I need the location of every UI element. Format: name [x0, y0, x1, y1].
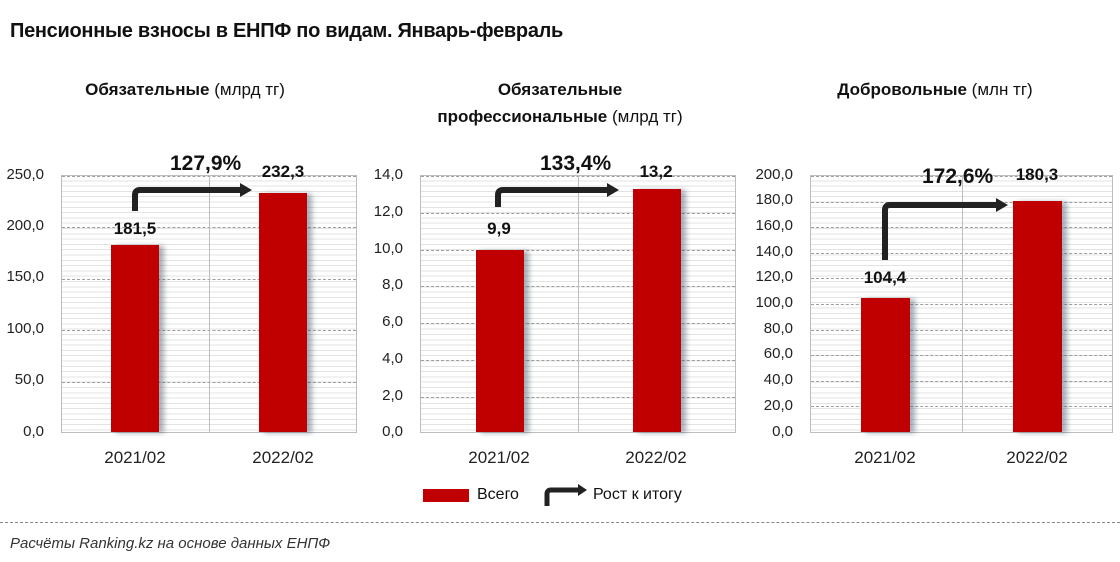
y-tick: 2,0	[382, 387, 403, 404]
y-tick: 20,0	[763, 397, 793, 414]
chart-title: Обязательные (млрд тг)	[40, 76, 330, 103]
chart-title-bold: Обязательные	[85, 80, 210, 99]
y-tick: 0,0	[772, 423, 793, 440]
chart-title-unit: (млрд тг)	[612, 107, 683, 126]
legend: Всего Рост к итогу	[423, 484, 682, 506]
legend-bar-label: Всего	[477, 486, 519, 503]
y-tick: 250,0	[6, 166, 44, 183]
chart-title-unit: (млрд тг)	[214, 80, 285, 99]
y-tick: 0,0	[23, 423, 44, 440]
chart-title-bold: профессиональные	[437, 107, 608, 126]
x-label: 2022/02	[252, 448, 314, 467]
y-tick: 50,0	[14, 371, 44, 388]
y-tick: 100,0	[6, 320, 44, 337]
x-label: 2022/02	[625, 448, 687, 467]
y-tick: 160,0	[755, 217, 793, 234]
growth-arrow-icon	[132, 183, 252, 211]
legend-arrow-icon	[544, 484, 587, 506]
source-note: Расчёты Ranking.kz на основе данных ЕНПФ	[10, 535, 331, 552]
bar-2022	[259, 193, 307, 432]
value-label: 13,2	[639, 162, 673, 181]
value-label: 104,4	[863, 268, 907, 287]
y-tick: 140,0	[755, 243, 793, 260]
y-tick: 60,0	[763, 345, 793, 362]
y-tick: 14,0	[373, 166, 403, 183]
bar-2021	[111, 245, 159, 432]
bar-2021	[861, 298, 910, 432]
y-tick: 0,0	[382, 423, 403, 440]
value-label: 9,9	[487, 219, 511, 238]
x-label: 2022/02	[1006, 448, 1068, 467]
y-tick: 200,0	[6, 217, 44, 234]
growth-label: 133,4%	[540, 152, 612, 175]
x-label: 2021/02	[854, 448, 916, 467]
legend-bar-swatch	[423, 488, 469, 502]
chart-title-unit: (млн тг)	[971, 80, 1033, 99]
y-tick: 8,0	[382, 276, 403, 293]
bar-2022	[1013, 201, 1062, 432]
growth-arrow-icon	[882, 198, 1008, 260]
chart-title-bold: Добровольные	[837, 80, 967, 99]
y-tick: 12,0	[373, 203, 403, 220]
x-label: 2021/02	[468, 448, 530, 467]
y-tick: 100,0	[755, 294, 793, 311]
x-label: 2021/02	[104, 448, 166, 467]
chart-title: Добровольные (млн тг)	[785, 76, 1085, 103]
y-tick: 80,0	[763, 320, 793, 337]
plot-area	[61, 175, 357, 433]
bar-2021	[476, 250, 524, 432]
y-tick: 10,0	[373, 240, 403, 257]
growth-arrow-icon	[495, 183, 619, 207]
growth-label: 127,9%	[170, 152, 242, 175]
value-label: 181,5	[113, 219, 157, 238]
y-tick: 6,0	[382, 313, 403, 330]
bar-2022	[633, 189, 681, 432]
plot-area	[420, 175, 736, 433]
legend-arrow-label: Рост к итогу	[592, 486, 682, 503]
chart-title: Обязательные профессиональные (млрд тг)	[400, 76, 720, 130]
value-label: 180,3	[1015, 165, 1059, 184]
growth-label: 172,6%	[922, 165, 994, 188]
y-tick: 120,0	[755, 268, 793, 285]
plot-area	[810, 175, 1113, 433]
chart-title-bold: Обязательные	[497, 80, 623, 99]
y-tick: 150,0	[6, 268, 44, 285]
footer-divider	[0, 522, 1120, 523]
value-label: 232,3	[261, 162, 305, 181]
page-title: Пенсионные взносы в ЕНПФ по видам. Январ…	[10, 20, 564, 42]
y-tick: 200,0	[755, 166, 793, 183]
y-tick: 4,0	[382, 350, 403, 367]
y-tick: 40,0	[763, 371, 793, 388]
y-tick: 180,0	[755, 191, 793, 208]
